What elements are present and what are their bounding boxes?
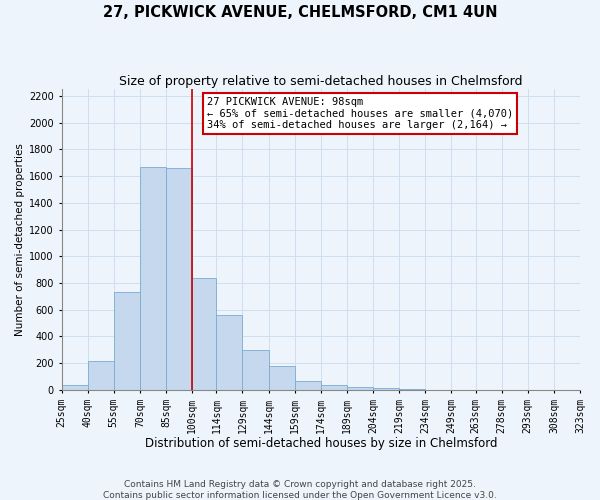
Text: Contains HM Land Registry data © Crown copyright and database right 2025.
Contai: Contains HM Land Registry data © Crown c…	[103, 480, 497, 500]
Text: 27 PICKWICK AVENUE: 98sqm
← 65% of semi-detached houses are smaller (4,070)
34% : 27 PICKWICK AVENUE: 98sqm ← 65% of semi-…	[207, 96, 513, 130]
Bar	[166, 168, 192, 390]
Bar	[242, 350, 269, 390]
Bar	[269, 366, 295, 390]
Bar	[321, 386, 347, 390]
Y-axis label: Number of semi-detached properties: Number of semi-detached properties	[15, 143, 25, 336]
Bar	[217, 315, 242, 390]
Bar	[192, 278, 217, 390]
Bar	[62, 384, 88, 390]
Bar	[114, 292, 140, 390]
X-axis label: Distribution of semi-detached houses by size in Chelmsford: Distribution of semi-detached houses by …	[145, 437, 497, 450]
Bar	[373, 388, 399, 390]
Bar	[88, 360, 114, 390]
Text: 27, PICKWICK AVENUE, CHELMSFORD, CM1 4UN: 27, PICKWICK AVENUE, CHELMSFORD, CM1 4UN	[103, 5, 497, 20]
Bar	[347, 388, 373, 390]
Bar	[295, 380, 321, 390]
Title: Size of property relative to semi-detached houses in Chelmsford: Size of property relative to semi-detach…	[119, 75, 523, 88]
Bar	[140, 166, 166, 390]
